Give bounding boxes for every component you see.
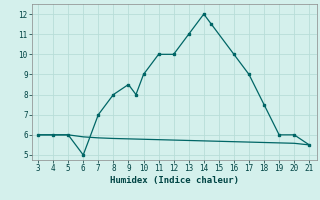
- X-axis label: Humidex (Indice chaleur): Humidex (Indice chaleur): [110, 176, 239, 185]
